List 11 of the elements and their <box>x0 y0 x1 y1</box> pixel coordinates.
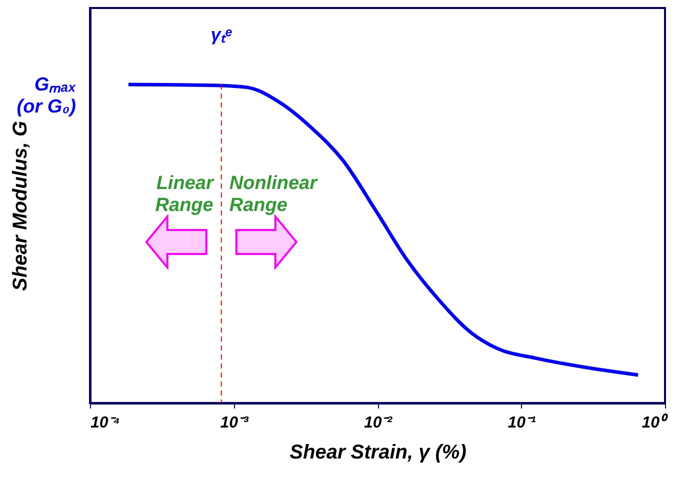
x-axis-title: Shear Strain, γ (%) <box>290 442 467 464</box>
x-tick-label: 10⁻¹ <box>508 414 536 432</box>
ref-line-label: γₜᵉ <box>210 24 233 44</box>
annotation: Linear Range <box>155 173 215 216</box>
text: Gₘₐₓ (or G₀) <box>16 74 76 118</box>
x-tick-label: 10⁻² <box>364 414 393 432</box>
x-tick-label: 10⁻³ <box>220 414 249 432</box>
x-tick-label: 10⁻⁴ <box>90 414 120 432</box>
y-axis-title: Shear Modulus, G <box>10 120 32 292</box>
x-tick-label: 10⁰ <box>642 414 668 432</box>
annotation: Nonlinear Range <box>229 173 319 216</box>
